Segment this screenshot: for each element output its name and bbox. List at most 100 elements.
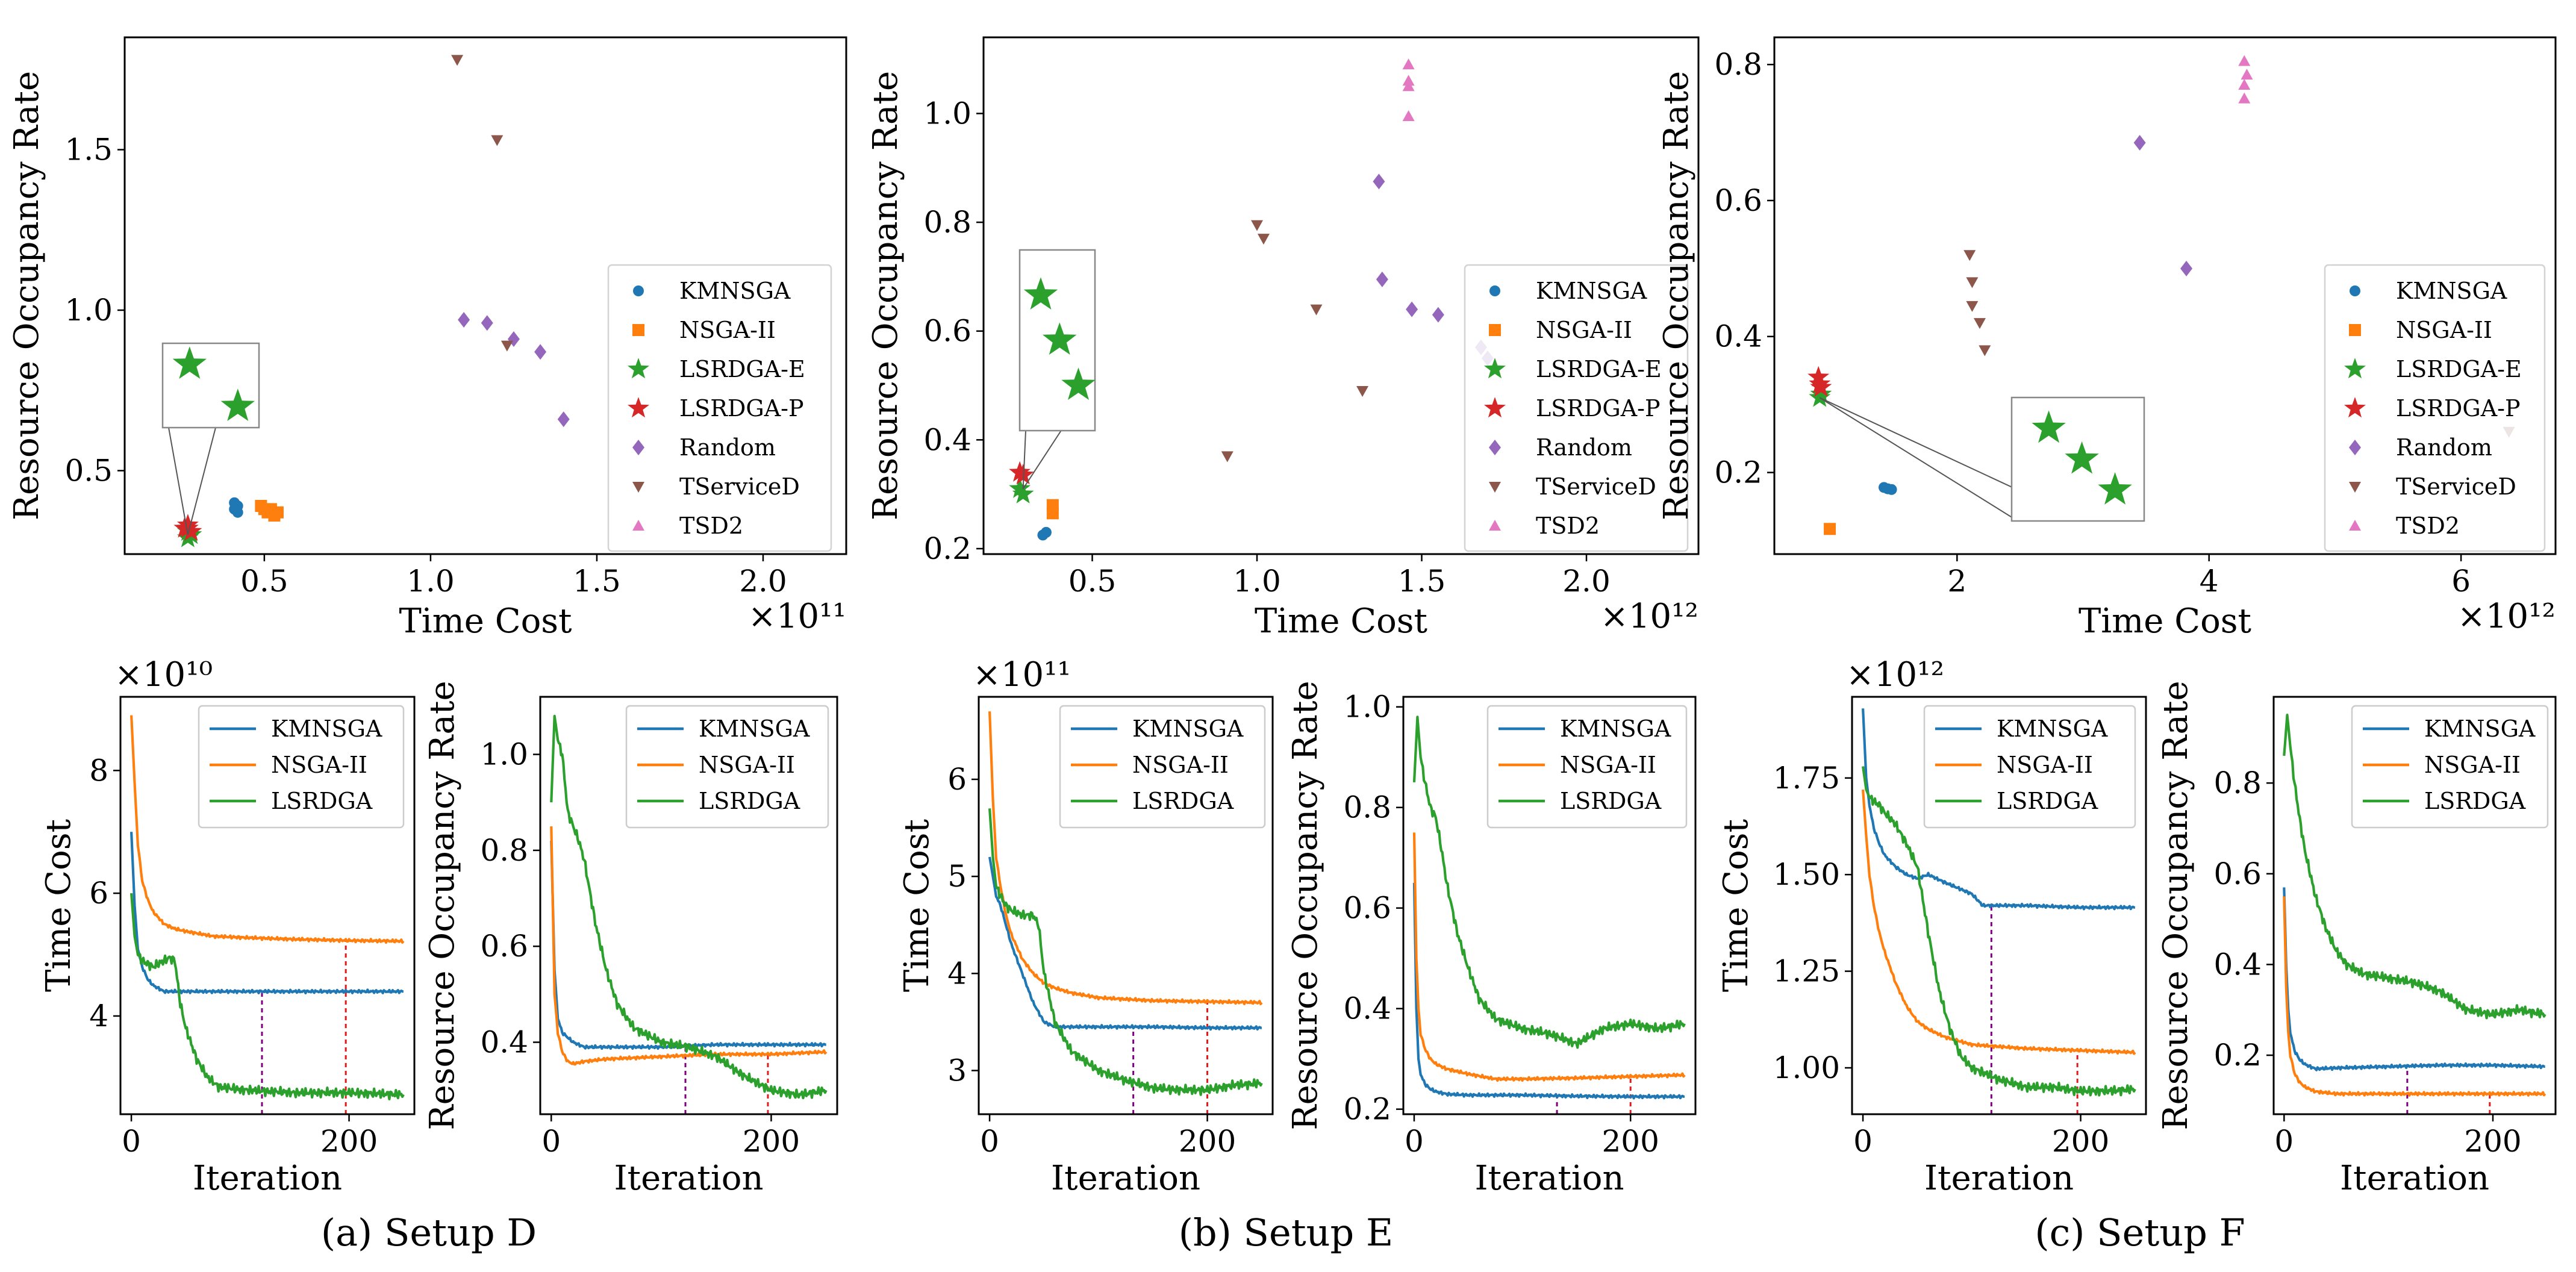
plot-frame — [2272, 696, 2557, 1115]
legend-marker-lsrdga-p — [1484, 397, 1506, 418]
chart-e-occupancy: 0 200 0.2 0.4 0.6 0.8 1.0 Iteration Resource Occ… — [1286, 681, 1697, 1198]
legend: KMNSGA NSGA-II LSRDGA — [625, 705, 829, 829]
series-line-lsrdga — [550, 714, 828, 1100]
zoom-connector — [1022, 430, 1026, 489]
legend-label-random: Random — [2396, 434, 2492, 461]
x-tick-label: 0.5 — [240, 564, 288, 599]
x-tick-label: 2.0 — [1562, 564, 1611, 599]
y-tick-label: 1.0 — [923, 96, 971, 131]
point-nsga-ii — [271, 506, 284, 519]
plot-area — [1412, 716, 1686, 1114]
legend-box — [198, 705, 405, 829]
plot-frame — [119, 696, 416, 1115]
series-line-kmnsga — [1412, 882, 1685, 1100]
legend-marker-tserviced — [2349, 482, 2361, 493]
point-random — [1406, 301, 1418, 317]
y-tick-label: 0.2 — [923, 531, 971, 566]
legend-label-nsga-ii: NSGA-II — [679, 317, 776, 343]
point-lsrdga-p — [1012, 464, 1034, 485]
legend-label-lsrdga: LSRDGA — [2424, 788, 2526, 814]
y-tick-label: 0.8 — [1343, 790, 1391, 825]
y-tick-label: 1.75 — [1773, 761, 1840, 796]
legend-marker-lsrdga-p — [2344, 397, 2366, 418]
y-tick-label: 0.2 — [2213, 1038, 2262, 1073]
legend-marker-nsga-ii — [1489, 324, 1501, 336]
x-tick-label: 0 — [1853, 1124, 1873, 1159]
y-tick-label: 5 — [947, 859, 967, 894]
x-axis-label: Iteration — [1051, 1159, 1200, 1198]
legend-box — [1923, 705, 2136, 829]
x-tick-label: 1.5 — [573, 564, 621, 599]
inset-point-lsrdga-e — [2065, 441, 2099, 474]
y-axis-label: Resource Occupancy Rate — [2156, 681, 2195, 1130]
legend-label-nsga-ii: NSGA-II — [1997, 752, 2093, 778]
zoom-connector — [187, 427, 216, 535]
point-random — [1373, 173, 1385, 190]
point-lsrdga-p — [1810, 376, 1832, 397]
y-axis-label: Resource Occupancy Rate — [1657, 71, 1696, 520]
y-tick-label: 0.6 — [1343, 891, 1391, 926]
y-tick-label: 0.5 — [64, 453, 113, 488]
y-axis-exponent: ×10¹¹ — [973, 655, 1071, 694]
legend: KMNSGA NSGA-II LSRDGA — [1923, 705, 2136, 829]
legend-label-nsga-ii: NSGA-II — [699, 752, 795, 778]
y-tick-label: 1.0 — [1343, 690, 1391, 725]
y-tick-label: 4 — [89, 999, 108, 1034]
y-tick-label: 0.8 — [923, 205, 971, 240]
legend-marker-tsd2 — [632, 520, 644, 531]
point-tserviced — [1251, 220, 1264, 231]
legend: KMNSGA NSGA-II LSRDGA — [198, 705, 405, 829]
legend-label-kmnsga: KMNSGA — [679, 278, 791, 304]
point-tserviced — [1221, 451, 1233, 463]
legend-marker-nsga-ii — [632, 324, 644, 336]
legend: KMNSGA NSGA-II LSRDGA — [2351, 705, 2549, 829]
inset-point-lsrdga-e — [1023, 277, 1058, 310]
point-lsrdga-p — [1009, 461, 1031, 482]
caption-setup-e: (b) Setup E — [1179, 1211, 1393, 1255]
point-kmnsga — [1882, 483, 1894, 494]
legend-label-kmnsga: KMNSGA — [699, 716, 810, 742]
zoom-connector — [168, 427, 189, 535]
x-axis-label: Time Cost — [399, 602, 572, 641]
point-random — [557, 411, 570, 428]
x-tick-label: 200 — [1179, 1124, 1236, 1159]
legend-label-nsga-ii: NSGA-II — [1536, 317, 1632, 343]
chart-d-time: 0 200 4 6 8 Iteration Time Cost ×10¹⁰ KMNSGA NSGA… — [39, 655, 416, 1198]
inset-point-lsrdga-e — [1061, 367, 1096, 400]
point-tsd2 — [2238, 92, 2251, 104]
plot-frame — [978, 696, 1274, 1115]
zoom-connector — [1819, 397, 2018, 522]
x-tick-label: 1.0 — [407, 564, 455, 599]
legend-label-lsrdga: LSRDGA — [699, 788, 800, 814]
y-tick-label: 0.4 — [1343, 991, 1391, 1026]
legend-label-kmnsga: KMNSGA — [1132, 716, 1244, 742]
legend-marker-lsrdga-p — [628, 397, 649, 418]
point-tserviced — [501, 340, 513, 352]
zoom-connector — [1022, 430, 1062, 490]
plot-area — [1862, 708, 2136, 1114]
x-tick-label: 0 — [122, 1124, 141, 1159]
x-tick-label: 1.0 — [1233, 564, 1281, 599]
y-tick-label: 4 — [947, 956, 967, 991]
legend-label-kmnsga: KMNSGA — [1536, 278, 1647, 304]
x-tick-label: 200 — [743, 1124, 800, 1159]
x-axis-label: Iteration — [1924, 1159, 2074, 1198]
plot-frame — [539, 696, 838, 1115]
chart-f-occupancy: 0 200 0.2 0.4 0.6 0.8 Iteration Resource Occupa… — [2156, 681, 2557, 1198]
y-tick-label: 1.0 — [64, 293, 113, 328]
legend-label-random: Random — [679, 434, 776, 461]
x-tick-label: 4 — [2200, 564, 2219, 599]
legend-label-lsrdga-e: LSRDGA-E — [679, 356, 805, 382]
x-tick-label: 200 — [1602, 1124, 1659, 1159]
legend-marker-tserviced — [1489, 482, 1501, 493]
y-tick-label: 0.6 — [480, 929, 528, 964]
y-axis-label: Resource Occupancy Rate — [423, 681, 462, 1130]
point-tsd2 — [2241, 69, 2253, 80]
inset-point-lsrdga-e — [2098, 472, 2132, 505]
plot-frame — [1773, 36, 2557, 555]
legend-marker-nsga-ii — [2349, 324, 2361, 336]
legend-label-nsga-ii: NSGA-II — [2396, 317, 2492, 343]
legend: KMNSGA NSGA-II LSRDGA-E LSRDGA-P Random TServ… — [2324, 264, 2546, 552]
y-tick-label: 1.25 — [1773, 954, 1840, 989]
